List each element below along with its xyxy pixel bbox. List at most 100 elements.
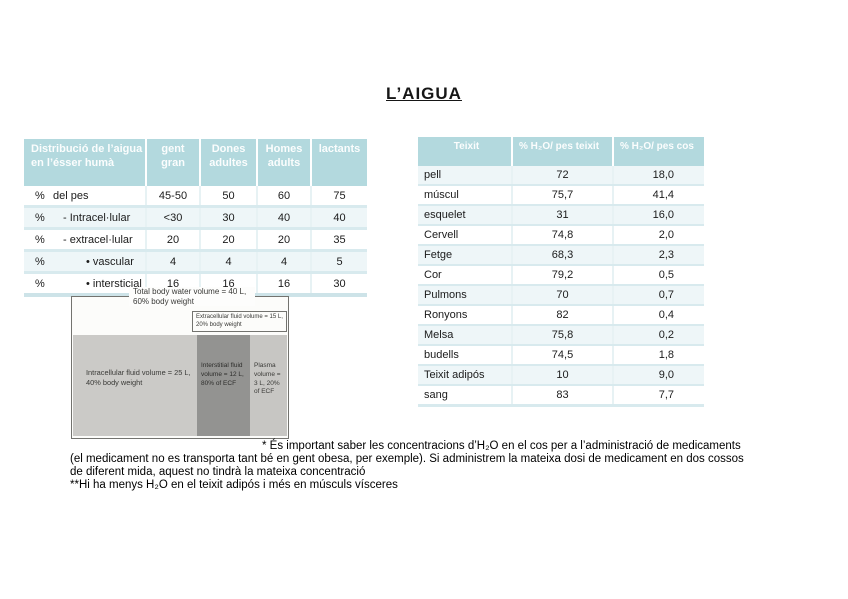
footnotes: * És important saber les concentracions … — [70, 440, 748, 492]
tissue-name-cell: Cor — [418, 265, 512, 286]
cell: 40 — [310, 206, 367, 230]
cell: 20 — [256, 228, 311, 252]
header-row: Teixit% H₂O/ pes teixit% H₂O/ pes cos — [418, 137, 704, 166]
table-row: Cor 79,2 0,5 — [418, 265, 704, 286]
intracellular-fluid-box: Intracellular fluid volume = 25 L, 40% b… — [73, 335, 197, 436]
row-label: % • vascular — [24, 250, 146, 274]
water-per-body-cell: 18,0 — [612, 166, 704, 186]
total-body-water-label: Total body water volume = 40 L, 60% body… — [129, 287, 255, 307]
water-per-tissue-cell: 68,3 — [511, 245, 613, 266]
percent-sign: % — [35, 277, 45, 290]
cell: 20 — [199, 228, 257, 252]
column-header: lactants — [310, 139, 367, 186]
tissue-water-table: Teixit% H₂O/ pes teixit% H₂O/ pes cos pe… — [418, 137, 704, 407]
water-per-tissue-cell: 74,5 — [511, 345, 613, 366]
row-label-text: - Intracel·lular — [63, 211, 131, 224]
water-per-body-cell: 7,7 — [612, 385, 704, 407]
water-per-body-cell: 41,4 — [612, 185, 704, 206]
water-per-body-cell: 0,7 — [612, 285, 704, 306]
cell: 75 — [310, 186, 367, 208]
cell: 20 — [145, 228, 200, 252]
water-per-tissue-cell: 75,8 — [511, 325, 613, 346]
row-label: % del pes — [24, 186, 146, 208]
water-per-tissue-cell: 79,2 — [511, 265, 613, 286]
tissue-name-cell: sang — [418, 385, 512, 407]
water-distribution-table: Distribució de l’aigua en l’ésser humà ge… — [24, 139, 367, 297]
water-per-tissue-cell: 82 — [511, 305, 613, 326]
water-per-body-cell: 0,4 — [612, 305, 704, 326]
tissue-name-cell: Pulmons — [418, 285, 512, 306]
intracellular-fluid-label: Intracellular fluid volume = 25 L, 40% b… — [86, 368, 191, 387]
column-header: gent gran — [145, 139, 200, 186]
table-row: % - Intracel·lular <30 30 40 40 — [24, 206, 367, 230]
tissue-name-cell: Fetge — [418, 245, 512, 266]
row-label: % - extracel·lular — [24, 228, 146, 252]
table-row: Pulmons 70 0,7 — [418, 285, 704, 306]
row-label-text: • intersticial — [86, 277, 142, 290]
percent-sign: % — [35, 255, 45, 268]
cell: 50 — [199, 186, 257, 208]
tissue-name-cell: esquelet — [418, 205, 512, 226]
cell: 4 — [199, 250, 257, 274]
table-row: Cervell 74,8 2,0 — [418, 225, 704, 246]
cell: 35 — [310, 228, 367, 252]
percent-sign: % — [35, 211, 45, 224]
water-per-tissue-cell: 74,8 — [511, 225, 613, 246]
cell: 30 — [199, 206, 257, 230]
plasma-box: Plasma volume = 3 L, 20% of ECF — [250, 335, 287, 436]
tissue-name-cell: Ronyons — [418, 305, 512, 326]
water-per-tissue-cell: 10 — [511, 365, 613, 386]
interstitial-fluid-box: Interstitial fluid volume = 12 L, 80% of… — [197, 335, 250, 436]
table-row: % - extracel·lular 20 20 20 35 — [24, 228, 367, 252]
column-header: % H₂O/ pes cos — [612, 137, 704, 166]
water-per-body-cell: 1,8 — [612, 345, 704, 366]
water-per-body-cell: 2,0 — [612, 225, 704, 246]
table-row: % del pes 45-50 50 60 75 — [24, 186, 367, 208]
tissue-name-cell: Cervell — [418, 225, 512, 246]
water-distribution-table-header: Distribució de l’aigua en l’ésser humà ge… — [24, 139, 367, 186]
footnote-adipose: **Hi ha menys H₂O en el teixit adipós i … — [70, 479, 398, 491]
column-header: Homes adults — [256, 139, 311, 186]
extracellular-fluid-label: Extracellular fluid volume = 15 L, 20% b… — [192, 311, 287, 332]
table-row: Fetge 68,3 2,3 — [418, 245, 704, 266]
percent-sign: % — [35, 233, 45, 246]
cell: 45-50 — [145, 186, 200, 208]
header-row: Distribució de l’aigua en l’ésser humà ge… — [24, 139, 367, 186]
cell: 5 — [310, 250, 367, 274]
table-row: múscul 75,7 41,4 — [418, 185, 704, 206]
water-per-body-cell: 0,5 — [612, 265, 704, 286]
water-per-body-cell: 2,3 — [612, 245, 704, 266]
cell: 4 — [145, 250, 200, 274]
column-header: Distribució de l’aigua en l’ésser humà — [24, 139, 146, 186]
table-row: budells 74,5 1,8 — [418, 345, 704, 366]
water-per-body-cell: 16,0 — [612, 205, 704, 226]
plasma-label: Plasma volume = 3 L, 20% of ECF — [254, 362, 281, 396]
tissue-water-table-header: Teixit% H₂O/ pes teixit% H₂O/ pes cos — [418, 137, 704, 166]
table-row: % • vascular 4 4 4 5 — [24, 250, 367, 274]
water-per-tissue-cell: 75,7 — [511, 185, 613, 206]
tissue-name-cell: Melsa — [418, 325, 512, 346]
water-per-body-cell: 9,0 — [612, 365, 704, 386]
body-water-compartments-diagram: Total body water volume = 40 L, 60% body… — [71, 287, 289, 439]
tissue-name-cell: múscul — [418, 185, 512, 206]
tissue-name-cell: pell — [418, 166, 512, 186]
page-title: L’AIGUA — [386, 84, 462, 103]
column-header: Teixit — [418, 137, 512, 166]
tissue-name-cell: budells — [418, 345, 512, 366]
cell: 30 — [310, 272, 367, 297]
table-row: esquelet 31 16,0 — [418, 205, 704, 226]
cell: 60 — [256, 186, 311, 208]
water-per-tissue-cell: 70 — [511, 285, 613, 306]
cell: 16 — [256, 272, 311, 297]
water-per-body-cell: 0,2 — [612, 325, 704, 346]
tissue-water-table-body: pell 72 18,0 múscul 75,7 41,4 esquelet 31 16,0 Ce… — [418, 166, 704, 407]
row-label-text: • vascular — [86, 255, 134, 268]
water-per-tissue-cell: 72 — [511, 166, 613, 186]
water-per-tissue-cell: 31 — [511, 205, 613, 226]
footnote-concentration: * És important saber les concentracions … — [70, 440, 744, 478]
table-row: Teixit adipós 10 9,0 — [418, 365, 704, 386]
row-label: % • intersticial — [24, 272, 146, 297]
cell: 4 — [256, 250, 311, 274]
table-row: Melsa 75,8 0,2 — [418, 325, 704, 346]
